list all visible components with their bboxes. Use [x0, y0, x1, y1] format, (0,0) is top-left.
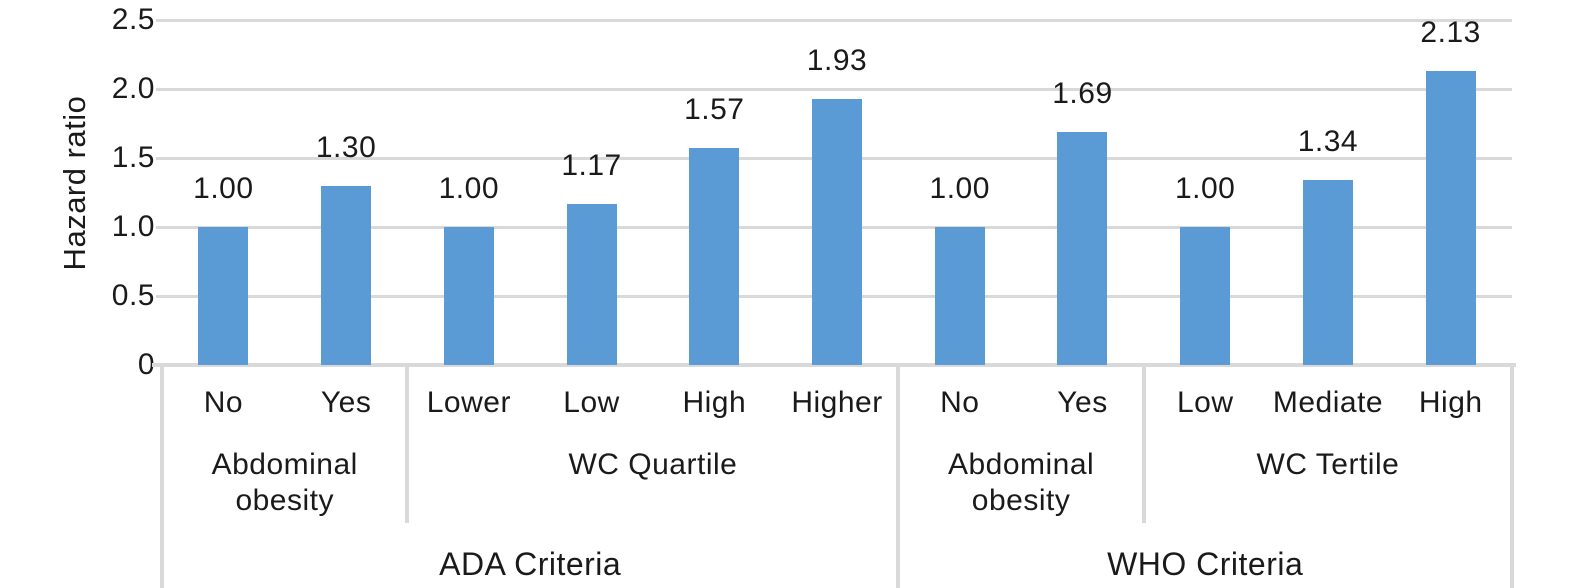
- group-label-text: Abdominal obesity: [947, 448, 1095, 517]
- bar-5-high: [689, 148, 740, 365]
- category-label-no: No: [203, 386, 244, 419]
- bar-10-mediate: [1302, 180, 1353, 365]
- axis-border-left: [160, 365, 164, 588]
- bar-value-label: 1.17: [561, 148, 622, 182]
- bar-6-higher: [812, 98, 862, 365]
- x-axis-line: [152, 363, 1516, 367]
- bar-value-label: 2.13: [1420, 16, 1481, 50]
- bar-value-label: 1.00: [929, 172, 990, 205]
- category-axis-leaf-row: No Yes Lower Low High Higher No Yes Low Mediate Hi…: [162, 365, 1512, 427]
- bar-value-label: 1.34: [1297, 125, 1359, 159]
- bar-7-no: [934, 227, 985, 365]
- group-label-wc-quartile: WC Quartile: [407, 427, 898, 523]
- category-label-high: High: [682, 386, 747, 419]
- y-tick-label-2.5: 2.5: [111, 3, 155, 36]
- bar-11-high: [1425, 71, 1476, 365]
- group-label-wc-tertile: WC Tertile: [1144, 427, 1512, 523]
- gridline-2.5: [156, 18, 1512, 22]
- criteria-separator-1: [896, 365, 901, 588]
- category-label-low: Low: [563, 386, 620, 419]
- y-tick-label-1.0: 1.0: [111, 210, 155, 243]
- y-tick-label-1.5: 1.5: [111, 141, 155, 174]
- group-separator-3: [1141, 365, 1146, 523]
- bar-value-label: 1.00: [1174, 172, 1236, 205]
- group-label-text: WC Quartile: [568, 448, 738, 481]
- group-label-text: Abdominal obesity: [211, 448, 358, 517]
- group-label-abdominal-obesity: Abdominal obesity: [162, 427, 407, 523]
- criteria-label-ada-criteria: ADA Criteria: [439, 546, 622, 582]
- category-label-yes: Yes: [1057, 386, 1108, 419]
- bar-2-yes: [321, 185, 372, 365]
- category-label-mediate: Mediate: [1272, 386, 1384, 419]
- group-label-abdominal-obesity: Abdominal obesity: [898, 427, 1143, 523]
- category-axis-group-row: Abdominal obesity WC Quartile Abdominal ob…: [162, 427, 1512, 523]
- group-label-text: WC Tertile: [1256, 448, 1400, 481]
- category-label-yes: Yes: [320, 386, 372, 419]
- bar-9-low: [1180, 227, 1231, 365]
- gridline-2.0: [156, 87, 1512, 91]
- group-separator-1: [405, 365, 410, 523]
- y-tick-label-0.5: 0.5: [111, 279, 155, 312]
- bar-value-label: 1.30: [315, 130, 377, 164]
- y-tick-label-0: 0: [137, 348, 155, 381]
- category-label-higher: Higher: [791, 386, 883, 419]
- bar-value-label: 1.57: [684, 93, 745, 127]
- bar-value-label: 1.00: [438, 172, 499, 205]
- bar-value-label: 1.00: [193, 172, 254, 205]
- category-label-low: Low: [1176, 386, 1234, 419]
- category-axis-criteria-row: ADA Criteria WHO Criteria: [162, 523, 1512, 588]
- bar-3-lower: [443, 227, 494, 365]
- category-label-no: No: [940, 386, 980, 419]
- category-label-high: High: [1418, 386, 1483, 419]
- axis-border-right: [1510, 365, 1514, 588]
- criteria-label-who-criteria: WHO Criteria: [1107, 546, 1304, 582]
- bar-value-label: 1.93: [806, 43, 868, 77]
- bar-8-yes: [1057, 131, 1108, 365]
- bar-4-low: [566, 203, 617, 365]
- bar-value-label: 1.69: [1052, 76, 1113, 110]
- bar-1-no: [198, 227, 249, 365]
- y-tick-label-2.0: 2.0: [111, 72, 155, 105]
- category-label-lower: Lower: [426, 386, 511, 419]
